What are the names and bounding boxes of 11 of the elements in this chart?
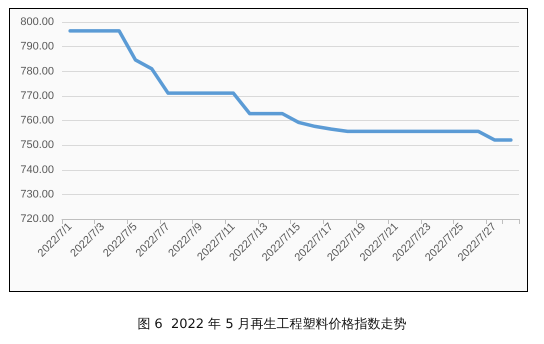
y-tick-label: 750.00 bbox=[20, 139, 54, 152]
y-tick-label: 740.00 bbox=[20, 164, 54, 176]
y-tick-label: 780.00 bbox=[20, 65, 54, 78]
line-series bbox=[68, 29, 513, 142]
y-tick-label: 730.00 bbox=[20, 188, 54, 200]
text: 图 6 2022 年 5 月再生工程塑料价格指数走势 bbox=[137, 316, 407, 332]
y-tick-label: 720.00 bbox=[20, 213, 54, 225]
y-tick-label: 790.00 bbox=[20, 40, 54, 53]
y-tick-label: 760.00 bbox=[20, 114, 54, 126]
y-tick-label: 770.00 bbox=[20, 90, 54, 102]
y-tick-label: 800.00 bbox=[20, 16, 54, 28]
